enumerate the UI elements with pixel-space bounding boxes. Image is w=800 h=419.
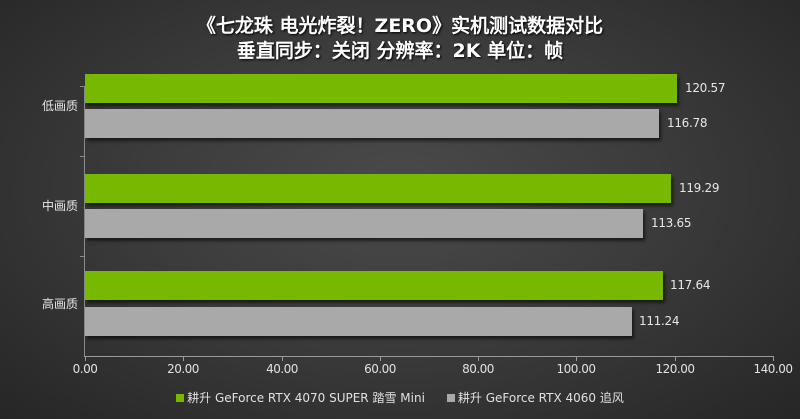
- y-axis-tick: [80, 86, 85, 87]
- chart-subtitle: 垂直同步：关闭 分辨率：2K 单位：帧: [236, 40, 564, 62]
- legend-item-4060: 耕升 GeForce RTX 4060 追风: [446, 389, 624, 406]
- y-axis-line: [84, 86, 85, 356]
- x-axis-tick: [773, 356, 774, 361]
- bar-mid-4070super: [85, 174, 671, 203]
- y-axis-tick: [80, 256, 85, 257]
- x-tick-label: 140.00: [753, 362, 794, 376]
- bar-low-4060: [85, 109, 659, 138]
- x-tick-label: 20.00: [167, 362, 199, 376]
- x-tick-label: 100.00: [556, 362, 597, 376]
- x-tick-label: 80.00: [462, 362, 494, 376]
- x-axis-tick: [478, 356, 479, 361]
- bar-high-4060: [85, 307, 632, 336]
- x-tick-label: 40.00: [266, 362, 298, 376]
- legend-label: 耕升 GeForce RTX 4060 追风: [457, 391, 624, 405]
- x-axis-tick: [183, 356, 184, 361]
- x-tick-label: 60.00: [364, 362, 396, 376]
- value-label: 113.65: [651, 216, 692, 230]
- x-axis-tick: [576, 356, 577, 361]
- value-label: 111.24: [639, 314, 680, 328]
- gray-swatch-icon: [446, 393, 455, 402]
- x-axis-tick: [675, 356, 676, 361]
- value-label: 116.78: [667, 116, 708, 130]
- legend-label: 耕升 GeForce RTX 4070 SUPER 踏雪 Mini: [187, 391, 425, 405]
- y-axis-tick: [80, 156, 85, 157]
- category-label-high: 高画质: [41, 297, 78, 311]
- x-axis-tick: [85, 356, 86, 361]
- bar-high-4070super: [85, 271, 663, 300]
- bar-low-4070super: [85, 74, 677, 103]
- x-axis-tick: [380, 356, 381, 361]
- chart-title: 《七龙珠 电光炸裂！ZERO》实机测试数据对比: [196, 15, 604, 37]
- x-axis-line: [84, 356, 774, 357]
- bar-mid-4060: [85, 209, 643, 238]
- legend-item-4070super: 耕升 GeForce RTX 4070 SUPER 踏雪 Mini: [176, 389, 425, 406]
- value-label: 120.57: [685, 81, 726, 95]
- x-axis-tick: [282, 356, 283, 361]
- green-swatch-icon: [176, 393, 185, 402]
- value-label: 119.29: [679, 181, 720, 195]
- value-label: 117.64: [670, 278, 711, 292]
- x-tick-label: 0.00: [72, 362, 98, 376]
- category-label-low: 低画质: [41, 99, 78, 113]
- x-tick-label: 120.00: [655, 362, 696, 376]
- legend: 耕升 GeForce RTX 4070 SUPER 踏雪 Mini 耕升 GeF…: [0, 389, 800, 406]
- category-label-mid: 中画质: [41, 199, 78, 213]
